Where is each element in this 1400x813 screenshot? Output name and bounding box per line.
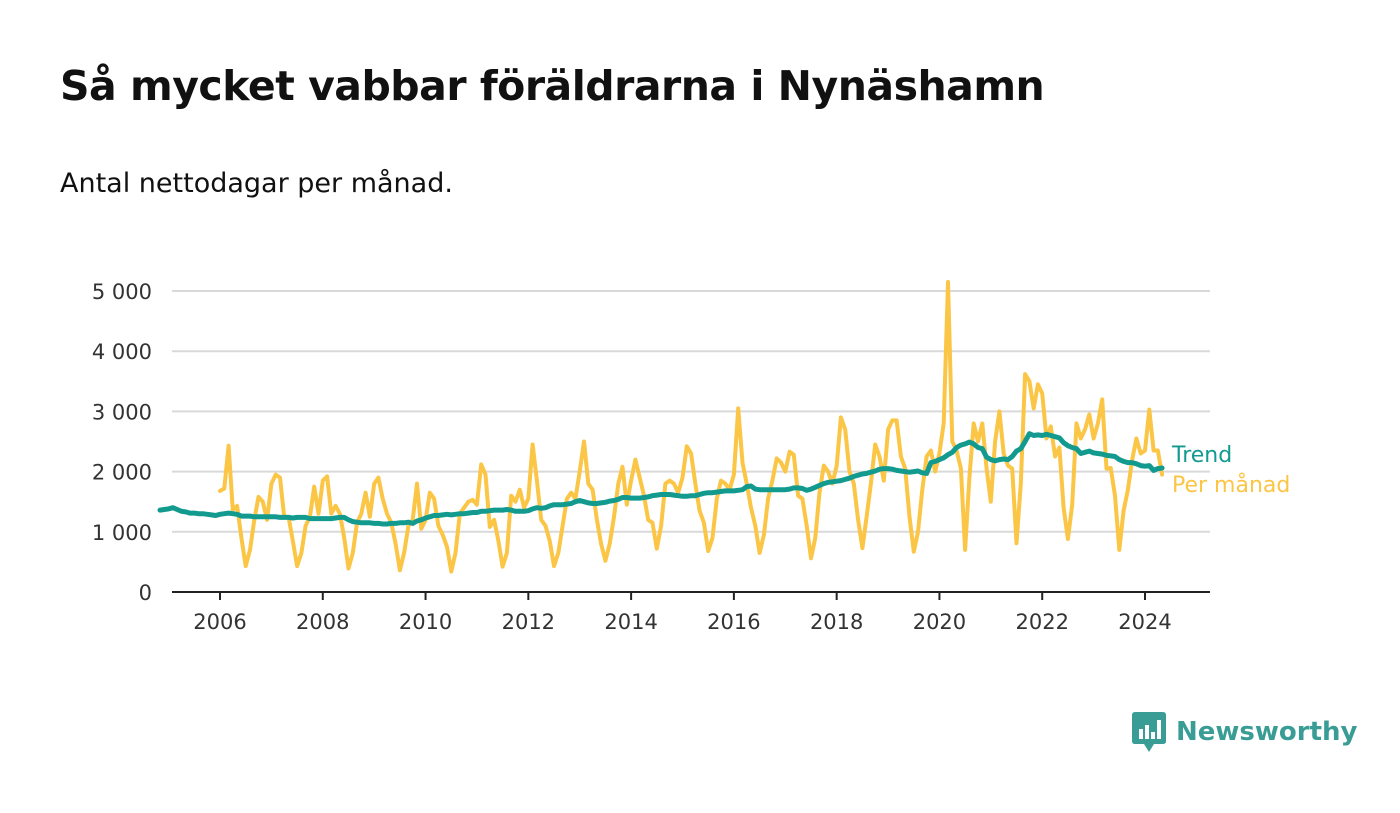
- x-tick-label: 2016: [707, 610, 760, 634]
- brand-name: Newsworthy: [1176, 717, 1358, 747]
- y-tick-label: 1 000: [92, 521, 152, 545]
- chart-subtitle: Antal nettodagar per månad.: [60, 168, 453, 199]
- x-tick-label: 2022: [1015, 610, 1068, 634]
- x-tick-label: 2014: [604, 610, 657, 634]
- y-tick-label: 4 000: [92, 340, 152, 364]
- x-axis-ticks: 2006 2008 2010 2012 2014 2016 2018 2020 2022 2024: [193, 592, 1172, 634]
- x-tick-label: 2008: [296, 610, 349, 634]
- x-tick-label: 2018: [810, 610, 863, 634]
- x-tick-label: 2010: [399, 610, 452, 634]
- series-label: Per månad: [1172, 472, 1290, 498]
- y-tick-label: 5 000: [92, 280, 152, 304]
- newsworthy-brand: Newsworthy: [1132, 709, 1357, 755]
- y-tick-label: 3 000: [92, 400, 152, 424]
- x-tick-label: 2012: [502, 610, 555, 634]
- newsworthy-logo-icon: [1132, 712, 1166, 752]
- series-labels: Per månad Trend: [1171, 443, 1290, 498]
- series-label: Trend: [1171, 443, 1232, 468]
- series-lines: [157, 280, 1165, 574]
- y-tick-label: 2 000: [92, 461, 152, 485]
- x-tick-label: 2024: [1118, 610, 1171, 634]
- series-line-trend: [157, 431, 1165, 527]
- chart-title: Så mycket vabbar föräldrarna i Nynäshamn: [60, 62, 1045, 110]
- y-tick-label: 0: [139, 581, 152, 605]
- x-tick-label: 2006: [193, 610, 246, 634]
- y-axis-ticks: 0 1 000 2 000 3 000 4 000 5 000: [92, 280, 152, 605]
- x-tick-label: 2020: [913, 610, 966, 634]
- series-line-per-manad: [218, 280, 1165, 574]
